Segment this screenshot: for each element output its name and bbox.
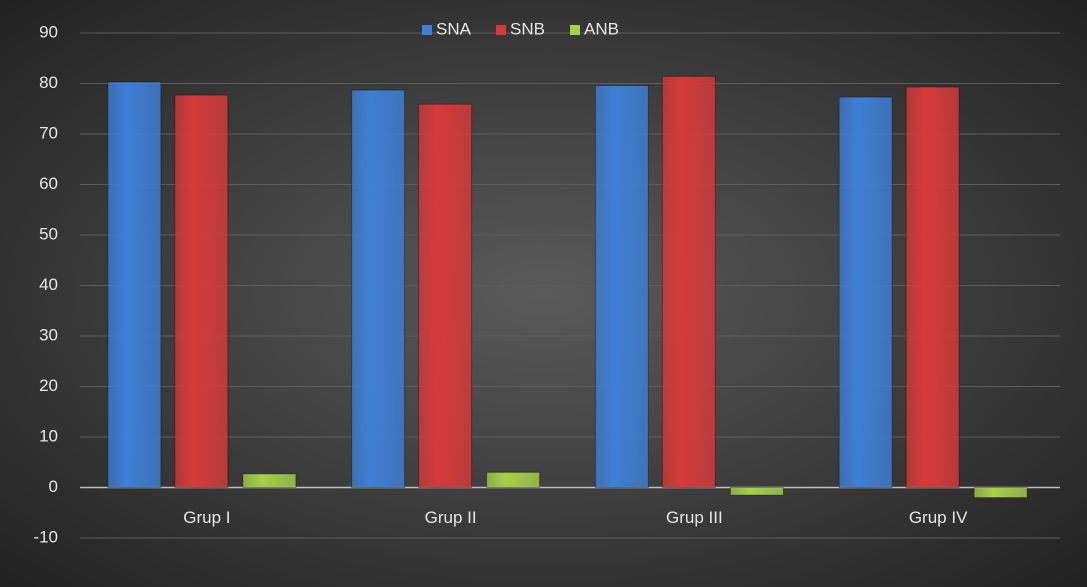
y-tick-label: 0 [49,477,58,496]
legend-swatch [496,25,506,35]
legend-label: SNB [510,19,545,38]
legend-swatch [570,25,580,35]
y-tick-label: 70 [39,123,58,142]
legend-label: SNA [436,19,472,38]
x-tick-label: Grup IV [909,508,968,527]
bar [594,85,649,489]
bar [729,487,784,496]
legend-label: ANB [584,19,619,38]
y-tick-label: 40 [39,275,58,294]
x-tick-label: Grup II [425,508,477,527]
y-tick-label: 90 [39,22,58,41]
y-tick-label: 50 [39,224,58,243]
bar [838,96,893,488]
bar [973,487,1028,499]
bar [486,471,541,489]
y-tick-label: 30 [39,325,58,344]
y-tick-label: -10 [33,527,58,546]
bar [351,89,406,488]
bar [661,75,716,489]
bar [905,86,960,488]
bar [107,81,162,489]
x-tick-label: Grup III [666,508,723,527]
x-tick-label: Grup I [183,508,230,527]
y-tick-label: 10 [39,426,58,445]
y-tick-label: 80 [39,73,58,92]
legend-swatch [422,25,432,35]
bar [418,103,473,489]
y-tick-label: 60 [39,174,58,193]
bar [242,473,297,488]
bar [174,94,229,489]
y-tick-label: 20 [39,376,58,395]
